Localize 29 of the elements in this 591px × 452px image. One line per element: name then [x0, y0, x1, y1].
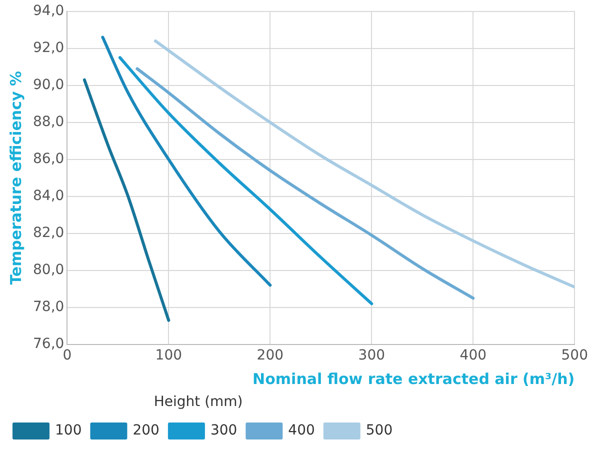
- y-axis-title: Temperature efficiency %: [6, 70, 25, 285]
- y-tick-label: 88,0: [33, 114, 64, 130]
- legend-label: 500: [366, 422, 393, 439]
- x-tick-label: 0: [62, 347, 72, 364]
- y-tick-label: 80,0: [33, 262, 64, 278]
- y-tick-label: 86,0: [33, 151, 64, 168]
- y-tick-label: 92,0: [33, 40, 64, 56]
- y-tick-label: 82,0: [33, 225, 64, 242]
- x-axis-title: Nominal flow rate extracted air (m³/h): [252, 370, 575, 388]
- x-tick-label: 100: [155, 347, 182, 364]
- line-series: [82, 78, 170, 322]
- legend-label: 400: [288, 422, 315, 439]
- x-tick-label: 300: [358, 347, 386, 364]
- legend-label: 100: [55, 422, 82, 439]
- x-tick-label: 400: [460, 347, 487, 364]
- line-series: [154, 40, 575, 289]
- y-tick-label: 76,0: [33, 336, 64, 352]
- x-tick-label: 200: [256, 347, 284, 364]
- line-series: [136, 67, 475, 300]
- legend-label: 200: [132, 422, 160, 439]
- legend-label: 300: [210, 422, 238, 439]
- y-tick-label: 84,0: [33, 188, 64, 204]
- line-series: [118, 56, 374, 306]
- y-tick-label: 90,0: [33, 77, 64, 94]
- line-series: [101, 36, 272, 287]
- y-tick-label: 94,0: [33, 3, 64, 20]
- legend-title: Height (mm): [154, 394, 243, 410]
- y-tick-label: 78,0: [33, 299, 64, 316]
- x-tick-label: 500: [561, 347, 588, 364]
